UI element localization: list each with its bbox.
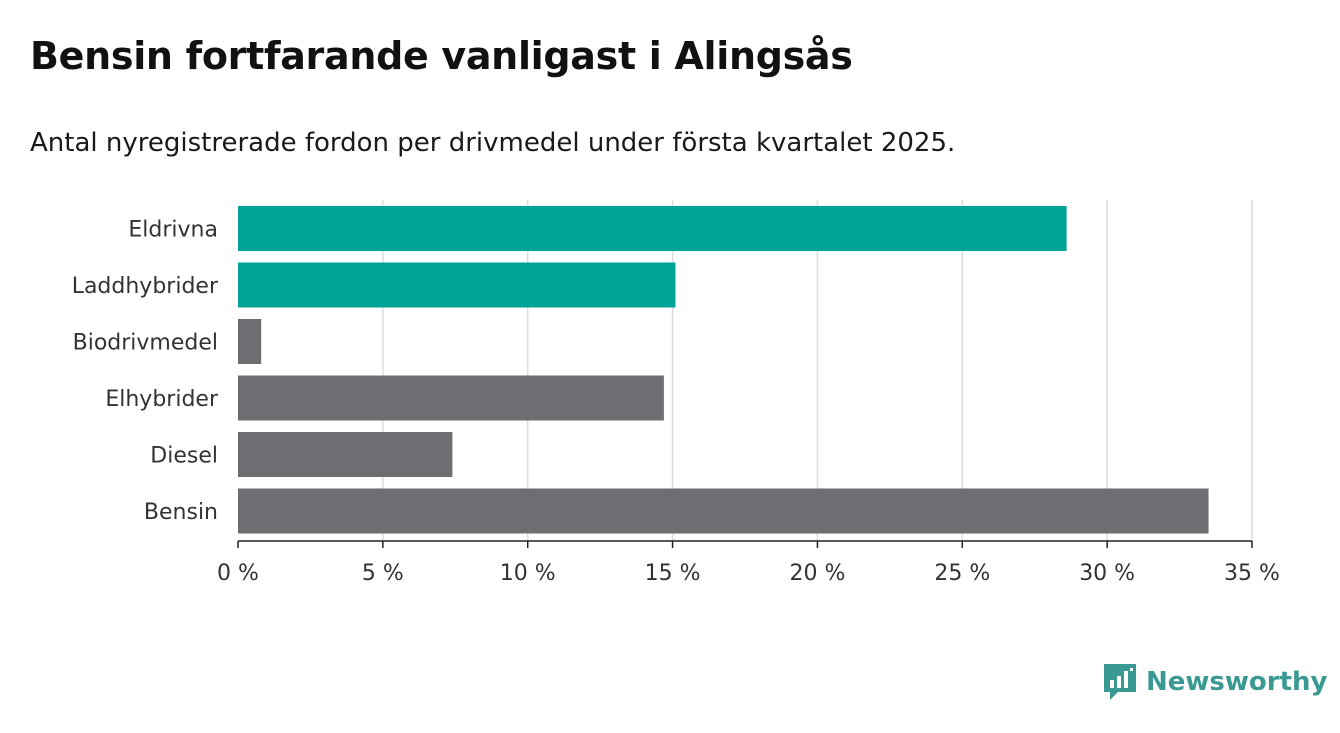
bar-bensin (238, 488, 1209, 534)
bar-biodrivmedel (238, 319, 262, 364)
x-axis: 0 % 5 % 10 % 15 % 20 % 25 % 30 % 35 % (217, 540, 1280, 586)
x-tick-label: 35 % (1224, 561, 1280, 586)
bar-laddhybrider (238, 262, 676, 308)
x-tick-label: 10 % (500, 561, 556, 586)
newsworthy-logo-icon (1104, 664, 1136, 700)
bar-elhybrider (238, 375, 664, 421)
x-tick-label: 25 % (934, 561, 990, 586)
category-label: Diesel (150, 444, 218, 469)
x-tick-label: 15 % (645, 561, 701, 586)
category-label: Eldrivna (128, 218, 218, 243)
chart-subtitle: Antal nyregistrerade fordon per drivmede… (30, 128, 956, 158)
category-label: Elhybrider (105, 387, 219, 412)
category-labels: Eldrivna Laddhybrider Biodrivmedel Elhybrid… (72, 218, 219, 526)
bar-diesel (238, 432, 453, 477)
grid-lines (382, 200, 1253, 541)
bars (238, 206, 1209, 534)
brand-name: Newsworthy (1146, 667, 1328, 697)
chart-title: Bensin fortfarande vanligast i Alingsås (30, 34, 853, 78)
x-tick-label: 20 % (789, 561, 845, 586)
category-label: Biodrivmedel (73, 331, 218, 356)
brand-logo: Newsworthy (1102, 662, 1327, 702)
category-label: Laddhybrider (72, 274, 219, 299)
bar-eldrivna (238, 206, 1067, 251)
category-label: Bensin (144, 500, 218, 525)
x-tick-label: 0 % (217, 561, 259, 586)
x-tick-label: 5 % (362, 561, 404, 586)
x-tick-label: 30 % (1079, 561, 1135, 586)
